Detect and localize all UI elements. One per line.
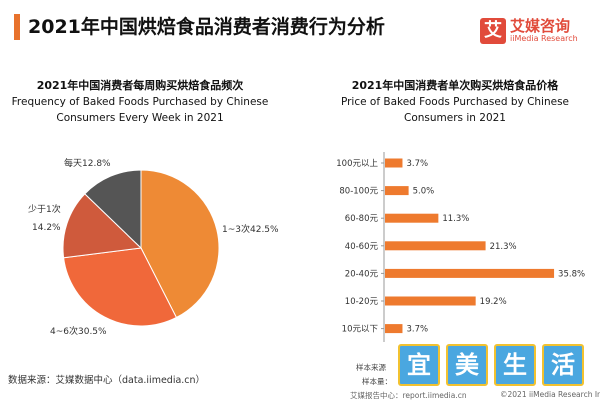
bar-category-label: 20-40元 [345,269,379,279]
pie-chart-title: 2021年中国消费者每周购买烘焙食品频次 [36,79,244,92]
bar-value-label: 35.8% [558,269,585,279]
footer-report-center: 艾媒报告中心：report.iimedia.cn [350,391,467,400]
bar-value-label: 3.7% [406,159,428,169]
iimedia-logo-icon: 艾 [480,18,506,44]
bar-chart-title-block: 2021年中国消费者单次购买烘焙食品价格 Price of Baked Food… [320,78,590,126]
pie-chart-title-block: 2021年中国消费者每周购买烘焙食品频次 Frequency of Baked … [10,78,270,126]
title-accent-bar [14,14,20,40]
pie-slice [63,247,178,327]
pie-slice-label: 少于1次 [28,203,61,215]
bar [385,324,403,334]
bar-value-label: 11.3% [442,214,469,224]
bar [385,241,486,251]
bar-value-label: 5.0% [413,187,435,197]
footer-copyright: ©2021 iiMedia Research Inc [500,390,600,399]
bar [385,186,409,196]
bar-value-label: 21.3% [490,242,517,252]
pie-slice [84,169,142,250]
watermark-char: 美 [446,344,488,386]
pie-slice-value-label: 14.2% [32,223,61,233]
pie-slice [62,193,143,259]
pie-chart-subtitle: Frequency of Baked Foods Purchased by Ch… [11,96,269,124]
logo-name-cn: 艾媒咨询 [510,17,571,35]
watermark-char: 宜 [398,344,440,386]
bar-value-label: 3.7% [406,325,428,335]
bar-category-label: 100元以上 [336,159,378,169]
bar-value-label: 19.2% [480,297,507,307]
bar-chart-title: 2021年中国消费者单次购买烘焙食品价格 [351,79,559,92]
bar-category-label: 60-80元 [345,214,379,224]
pie-slice-label: 1~3次42.5% [222,223,279,235]
bar-chart-subtitle: Price of Baked Foods Purchased by Chines… [340,96,570,124]
watermark-char: 活 [542,344,584,386]
bar-category-label: 10-20元 [345,297,379,307]
bar-category-label: 80-100元 [339,187,378,197]
page-title: 2021年中国烘焙食品消费者消费行为分析 [28,16,385,38]
sample-size-label: 样本量： [362,377,392,386]
data-source: 数据来源：艾媒数据中心（data.iimedia.cn） [8,375,206,386]
bar [385,268,555,278]
sample-source-label: 样本来源 [356,363,386,372]
pie-slice-label: 4~6次30.5% [50,325,107,337]
bar [385,158,403,168]
watermark-char: 生 [494,344,536,386]
bar [385,213,439,223]
bar [385,296,476,306]
logo-name-en: iiMedia Research [510,34,578,43]
bar-category-label: 40-60元 [345,242,379,252]
pie-slice-label: 每天12.8% [64,157,111,169]
bar-category-label: 10元以下 [342,325,379,335]
pie-slice [140,169,220,319]
